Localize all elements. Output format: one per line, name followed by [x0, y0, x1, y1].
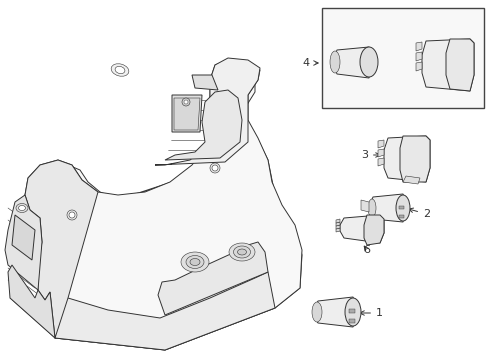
- Polygon shape: [25, 60, 302, 350]
- Text: 6: 6: [364, 245, 370, 255]
- Polygon shape: [378, 158, 384, 166]
- Polygon shape: [340, 215, 384, 243]
- Polygon shape: [400, 136, 430, 182]
- Ellipse shape: [16, 203, 28, 212]
- Text: 5: 5: [353, 41, 361, 57]
- Polygon shape: [336, 219, 340, 223]
- Polygon shape: [364, 215, 384, 245]
- Polygon shape: [416, 42, 422, 51]
- Polygon shape: [336, 228, 340, 232]
- Ellipse shape: [312, 302, 322, 322]
- Polygon shape: [192, 75, 218, 90]
- Polygon shape: [38, 70, 302, 320]
- Circle shape: [69, 212, 75, 218]
- Ellipse shape: [238, 249, 246, 255]
- Polygon shape: [50, 272, 275, 350]
- Ellipse shape: [396, 195, 410, 221]
- Ellipse shape: [360, 47, 378, 77]
- Polygon shape: [416, 52, 422, 61]
- Circle shape: [210, 163, 220, 173]
- Ellipse shape: [368, 199, 376, 217]
- Ellipse shape: [181, 252, 209, 272]
- Text: 4: 4: [303, 58, 318, 68]
- Ellipse shape: [330, 51, 340, 73]
- Ellipse shape: [186, 256, 204, 269]
- Polygon shape: [336, 225, 340, 229]
- Polygon shape: [446, 39, 474, 91]
- Polygon shape: [155, 58, 260, 165]
- Polygon shape: [336, 222, 340, 226]
- Circle shape: [212, 165, 218, 171]
- Circle shape: [67, 210, 77, 220]
- Polygon shape: [378, 140, 384, 148]
- Ellipse shape: [234, 246, 250, 258]
- Polygon shape: [8, 265, 55, 338]
- Bar: [399, 206, 404, 209]
- Polygon shape: [25, 160, 98, 338]
- Text: 1: 1: [360, 308, 383, 318]
- Ellipse shape: [190, 258, 200, 266]
- Text: 3: 3: [361, 150, 380, 160]
- Polygon shape: [416, 62, 422, 71]
- Polygon shape: [384, 136, 430, 182]
- Polygon shape: [403, 176, 420, 184]
- Bar: [349, 319, 355, 323]
- Polygon shape: [12, 215, 35, 260]
- Bar: [349, 309, 355, 312]
- Ellipse shape: [111, 64, 129, 76]
- Polygon shape: [174, 98, 200, 130]
- Text: 2: 2: [409, 208, 430, 219]
- Ellipse shape: [345, 298, 361, 326]
- Circle shape: [182, 98, 190, 106]
- Polygon shape: [313, 297, 356, 327]
- Polygon shape: [158, 242, 268, 315]
- Polygon shape: [5, 195, 42, 290]
- Ellipse shape: [115, 66, 125, 73]
- Circle shape: [184, 100, 188, 104]
- Polygon shape: [361, 200, 369, 212]
- Polygon shape: [422, 39, 474, 91]
- Ellipse shape: [229, 243, 255, 261]
- Polygon shape: [172, 95, 202, 132]
- Polygon shape: [369, 194, 405, 222]
- Ellipse shape: [19, 206, 25, 211]
- Polygon shape: [333, 47, 371, 78]
- Polygon shape: [45, 272, 275, 350]
- Polygon shape: [378, 149, 384, 157]
- Polygon shape: [165, 90, 242, 160]
- Bar: [322, 8, 484, 108]
- Bar: [399, 215, 404, 218]
